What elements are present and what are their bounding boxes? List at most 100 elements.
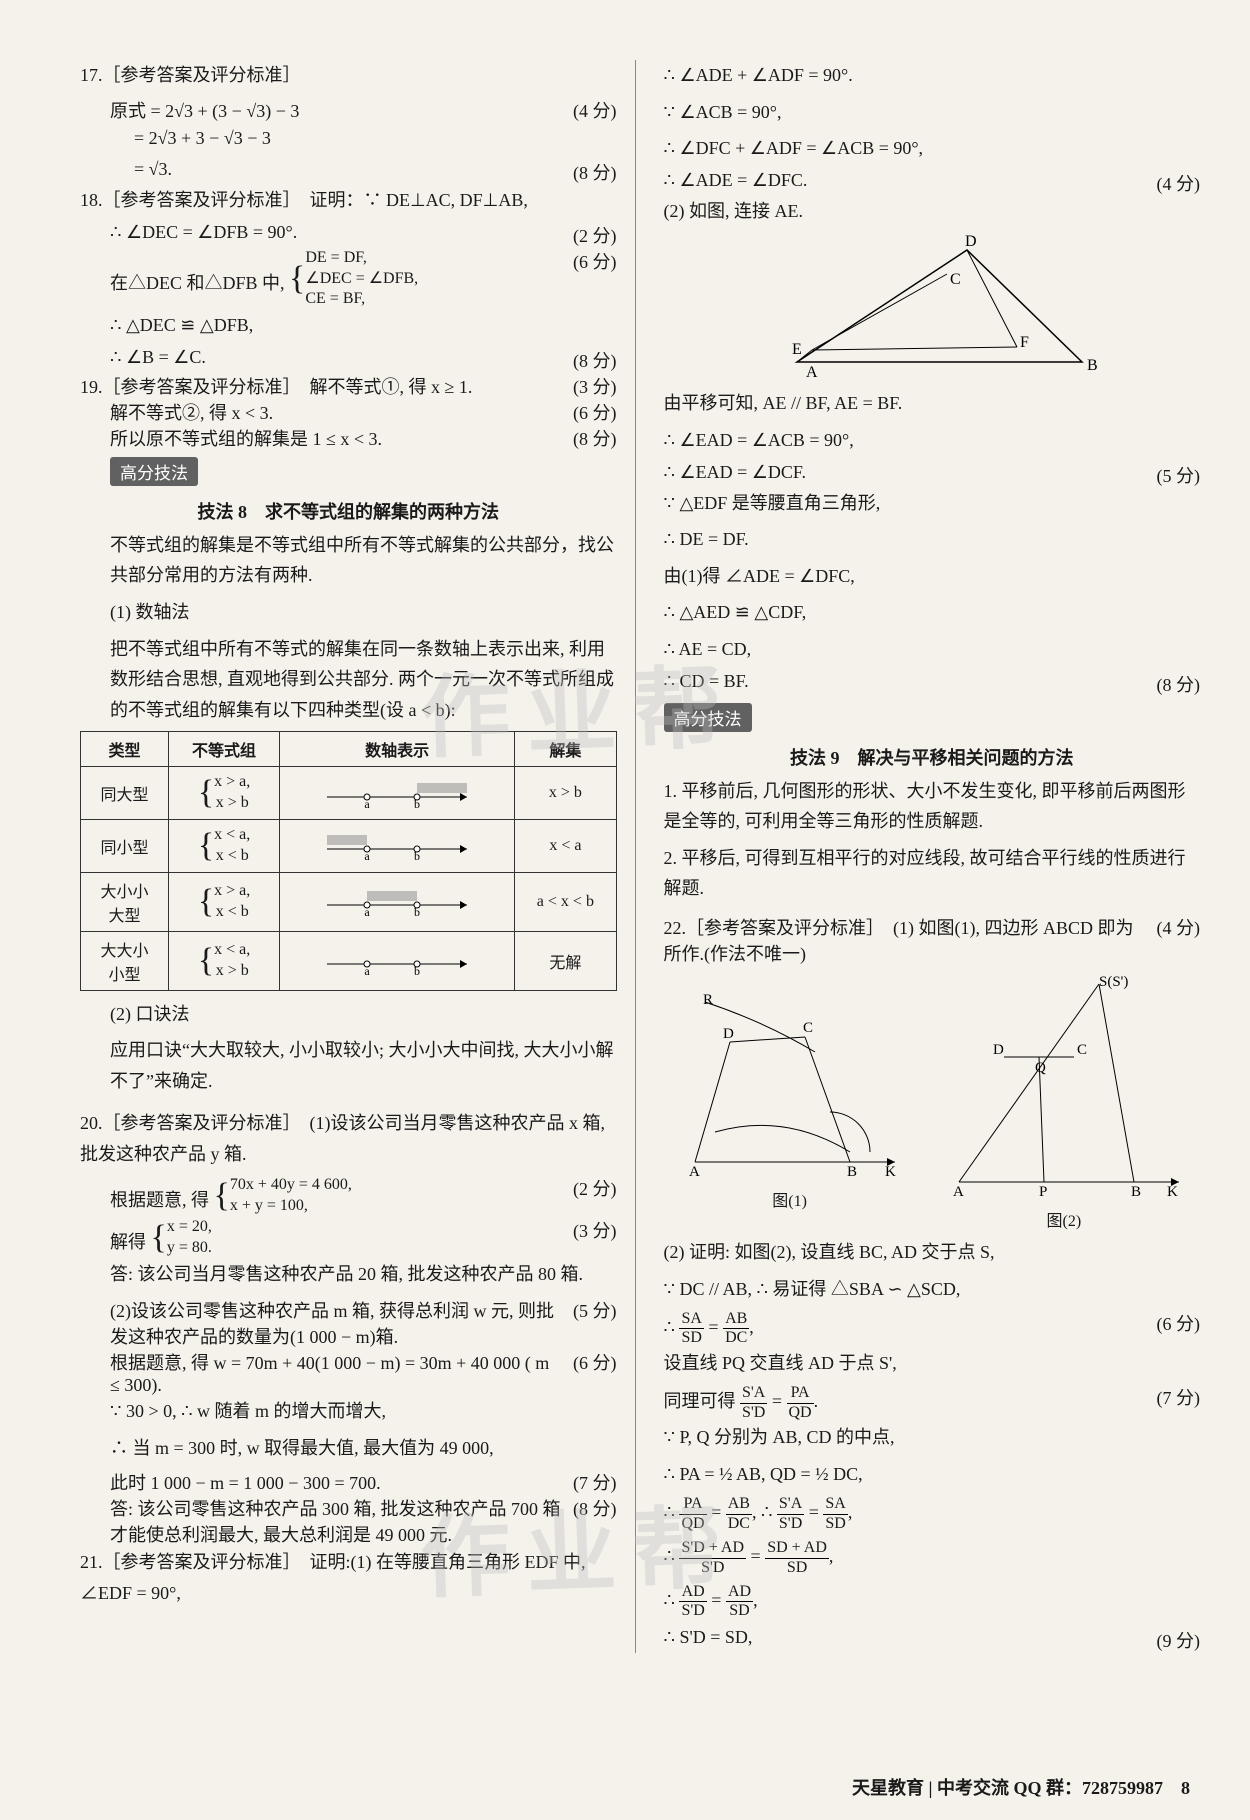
svg-text:B: B (847, 1164, 857, 1180)
svg-text:a: a (365, 849, 371, 861)
table-row: 同小型 {x < a,x < b ab x < a (81, 819, 617, 872)
tip8-m1: (1) 数轴法 (80, 597, 617, 628)
r-c9: ∵ △EDF 是等腰直角三角形, (664, 488, 1201, 519)
figure-1: R D C A B K (675, 972, 905, 1182)
q18-l2: 在△DEC 和△DFB 中, { DE = DF, ∠DEC = ∠DFB, C… (110, 248, 418, 310)
q20-s6: (8 分) (573, 1495, 617, 1547)
q22-p6: ∴ PA = ½ AB, QD = ½ DC, (664, 1459, 1201, 1490)
q18-s2: (6 分) (573, 248, 617, 310)
numline-icon: ab (322, 825, 472, 861)
q18-s1: (2 分) (573, 222, 617, 248)
q20-l1: 根据题意, 得 {70x + 40y = 4 600,x + y = 100, (110, 1175, 352, 1217)
svg-text:B: B (1087, 357, 1098, 374)
fig2-caption: 图(2) (939, 1207, 1189, 1231)
right-column: ∴ ∠ADE + ∠ADF = 90°. ∵ ∠ACB = 90°, ∴ ∠DF… (664, 60, 1201, 1653)
q21-head: 21.［参考答案及评分标准］ 证明:(1) 在等腰直角三角形 EDF 中, ∠E… (80, 1547, 617, 1608)
q18-l4: ∴ ∠B = ∠C. (110, 347, 206, 373)
numline-icon: ab (322, 773, 472, 809)
tip9-p2: 2. 平移后, 可得到互相平行的对应线段, 故可结合平行线的性质进行解题. (664, 843, 1201, 904)
r-c7: ∴ ∠EAD = ∠ACB = 90°, (664, 425, 1201, 456)
q19-l2: 所以原不等式组的解集是 1 ≤ x < 3. (110, 425, 382, 451)
svg-text:Q: Q (1035, 1060, 1046, 1076)
svg-text:A: A (689, 1164, 700, 1180)
r-s4: (4 分) (1157, 170, 1201, 196)
q20-a2: 答: 该公司零售这种农产品 300 箱, 批发这种农产品 700 箱才能使总利润… (110, 1495, 563, 1547)
q20-l6: 此时 1 000 − m = 1 000 − 300 = 700. (110, 1469, 381, 1495)
triangle-diagram: D C E A F B (752, 232, 1112, 382)
svg-text:P: P (1039, 1184, 1047, 1200)
r-s8: (5 分) (1157, 462, 1201, 488)
inequality-table: 类型 不等式组 数轴表示 解集 同大型 {x > a,x > b ab x > … (80, 731, 617, 990)
svg-text:C: C (950, 271, 961, 288)
q20-l3: 根据题意, 得 w = 70m + 40(1 000 − m) = 30m + … (110, 1349, 563, 1396)
q20-l5: ∴ 当 m = 300 时, w 取得最大值, 最大值为 49 000, (80, 1433, 617, 1464)
q19-head: 19.［参考答案及评分标准］ 解不等式①, 得 x ≥ 1. (80, 373, 472, 399)
table-row: 大小小 大型 {x > a,x < b ab a < x < b (81, 872, 617, 931)
r-c1: ∴ ∠ADE + ∠ADF = 90°. (664, 60, 1201, 91)
q22-figures: R D C A B K 图(1) S(S') D (664, 972, 1201, 1231)
r-c2: ∵ ∠ACB = 90°, (664, 97, 1201, 128)
fig1-caption: 图(1) (675, 1187, 905, 1211)
svg-text:E: E (792, 341, 802, 358)
q22-s1: (6 分) (1157, 1310, 1201, 1348)
tip9-p1: 1. 平移前后, 几何图形的形状、大小不发生变化, 即平移前后两图形是全等的, … (664, 776, 1201, 837)
q18-head: 18.［参考答案及评分标准］ 证明：∵ DE⊥AC, DF⊥AB, (80, 185, 617, 216)
tip8-p2: 把不等式组中所有不等式的解集在同一条数轴上表示出来, 利用数形结合思想, 直观地… (80, 634, 617, 726)
svg-text:D: D (723, 1026, 734, 1042)
q17-s1: (4 分) (573, 97, 617, 123)
tip9-title: 技法 9 解决与平移相关问题的方法 (664, 744, 1201, 770)
left-column: 17.［参考答案及评分标准］ 原式 = 2√3 + (3 − √3) − 3(4… (80, 60, 636, 1653)
q19-s1: (6 分) (573, 399, 617, 425)
svg-text:a: a (365, 964, 371, 976)
svg-text:R: R (703, 992, 713, 1008)
q22-frac4: ∴ S'D + ADS'D = SD + ADSD, (664, 1539, 1201, 1577)
q20-l2: 解得 {x = 20,y = 80. (110, 1217, 212, 1259)
tip-badge: 高分技法 (664, 703, 752, 732)
q22-frac5: ∴ ADS'D = ADSD, (664, 1583, 1201, 1621)
q19-s0: (3 分) (573, 373, 617, 399)
r-c8: ∴ ∠EAD = ∠DCF. (664, 462, 806, 488)
q18-s4: (8 分) (573, 347, 617, 373)
q22-frac3: ∴ PAQD = ABDC, ∴ S'AS'D = SASD, (664, 1495, 1201, 1533)
svg-text:a: a (365, 797, 371, 809)
q20-l4: ∵ 30 > 0, ∴ w 随着 m 的增大而增大, (80, 1396, 617, 1427)
svg-text:C: C (803, 1020, 813, 1036)
tip8-m2: (2) 口诀法 (80, 999, 617, 1030)
svg-text:F: F (1020, 334, 1029, 351)
r-c6: 由平移可知, AE // BF, AE = BF. (664, 388, 1201, 419)
svg-text:A: A (953, 1184, 964, 1200)
numline-icon: ab (322, 881, 472, 917)
q20-head: 20.［参考答案及评分标准］ (1)设该公司当月零售这种农产品 x 箱, 批发这… (80, 1108, 617, 1169)
r-c10: ∴ DE = DF. (664, 524, 1201, 555)
q22-frac2: 同理可得 S'AS'D = PAQD. (664, 1384, 819, 1422)
svg-text:C: C (1077, 1042, 1087, 1058)
q22-p2: ∵ DC // AB, ∴ 易证得 △SBA ∽ △SCD, (664, 1274, 1201, 1305)
svg-text:a: a (365, 905, 371, 917)
q19-s2: (8 分) (573, 425, 617, 451)
table-row: 大大小 小型 {x < a,x > b ab 无解 (81, 931, 617, 990)
svg-text:b: b (414, 964, 420, 976)
r-c11: 由(1)得 ∠ADE = ∠DFC, (664, 561, 1201, 592)
svg-text:S(S'): S(S') (1099, 974, 1128, 990)
tip8-p3: 应用口诀“大大取较大, 小小取较小; 大小小大中间找, 大大小小解不了”来确定. (80, 1035, 617, 1096)
numline-icon: ab (322, 940, 472, 976)
q19-l1: 解不等式②, 得 x < 3. (110, 399, 273, 425)
q18-l3: ∴ △DEC ≌ △DFB, (80, 310, 617, 341)
q17-head: 17.［参考答案及评分标准］ (80, 60, 617, 91)
r-c12: ∴ △AED ≌ △CDF, (664, 597, 1201, 628)
tip8-title: 技法 8 求不等式组的解集的两种方法 (80, 498, 617, 524)
svg-text:B: B (1131, 1184, 1141, 1200)
q22-s0: (4 分) (1157, 914, 1201, 966)
tip-badge: 高分技法 (110, 457, 198, 486)
q22-s3: (9 分) (1157, 1627, 1201, 1653)
q22-p1: (2) 证明: 如图(2), 设直线 BC, AD 交于点 S, (664, 1237, 1201, 1268)
table-row: 同大型 {x > a,x > b ab x > b (81, 767, 617, 820)
q22-p5: ∵ P, Q 分别为 AB, CD 的中点, (664, 1422, 1201, 1453)
q17-s3: (8 分) (573, 159, 617, 185)
q22-p10: ∴ S'D = SD, (664, 1627, 753, 1653)
svg-text:b: b (414, 849, 420, 861)
q20-a1: 答: 该公司当月零售这种农产品 20 箱, 批发这种农产品 80 箱. (80, 1259, 617, 1290)
figure-2: S(S') D Q C A P B K (939, 972, 1189, 1202)
q22-s2: (7 分) (1157, 1384, 1201, 1422)
q20-s2: (3 分) (573, 1217, 617, 1259)
